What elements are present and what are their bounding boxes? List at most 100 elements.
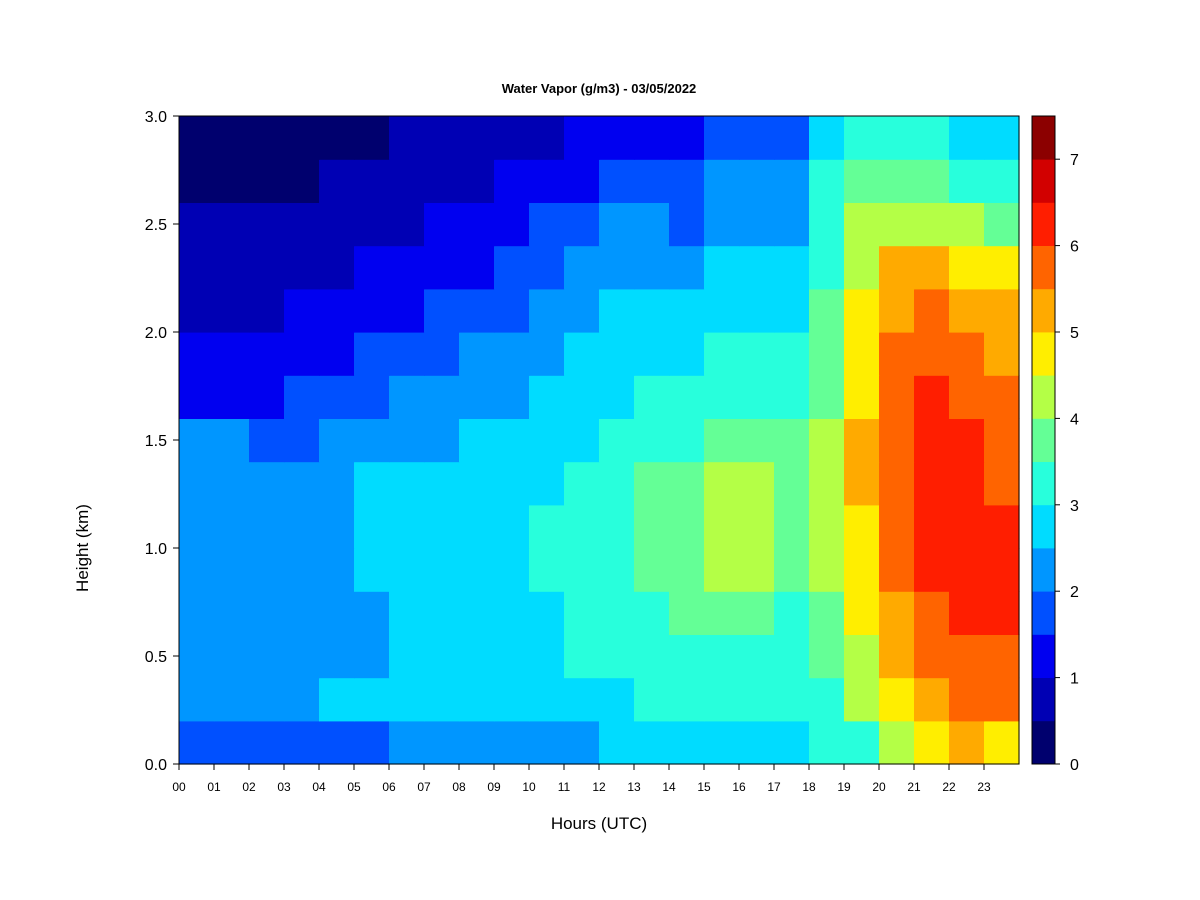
heatmap-cell — [179, 375, 215, 419]
heatmap-cell — [459, 461, 495, 506]
heatmap-cell — [389, 634, 425, 679]
heatmap-cell — [284, 418, 320, 463]
heatmap-cell — [319, 591, 355, 635]
heatmap-cell — [319, 634, 355, 679]
heatmap-cell — [809, 202, 845, 247]
heatmap-cell — [494, 548, 530, 592]
heatmap-cell — [844, 116, 880, 160]
heatmap-cell — [529, 245, 565, 290]
x-tick-label: 12 — [592, 780, 606, 794]
heatmap-cell — [529, 202, 565, 247]
x-tick-label: 23 — [977, 780, 991, 794]
heatmap-cell — [809, 288, 845, 333]
heatmap-cell — [599, 591, 635, 635]
colorbar-swatch — [1032, 375, 1055, 419]
x-tick-label: 09 — [487, 780, 501, 794]
heatmap-cell — [844, 548, 880, 592]
heatmap-cell — [179, 677, 215, 722]
heatmap-cell — [739, 504, 775, 549]
heatmap-cell — [284, 720, 320, 765]
heatmap-cell — [284, 504, 320, 549]
x-tick-label: 01 — [207, 780, 221, 794]
colorbar-swatch — [1032, 591, 1055, 635]
heatmap-cell — [844, 375, 880, 419]
heatmap-cell — [949, 591, 985, 635]
heatmap-cell — [984, 245, 1020, 290]
heatmap-cell — [319, 461, 355, 506]
heatmap-cell — [879, 634, 915, 679]
heatmap-cell — [214, 202, 250, 247]
heatmap-cell — [879, 504, 915, 549]
heatmap-cell — [809, 548, 845, 592]
heatmap-cell — [949, 418, 985, 463]
heatmap-cell — [354, 461, 390, 506]
heatmap-cell — [669, 116, 705, 160]
heatmap-cell — [599, 288, 635, 333]
heatmap-cell — [914, 245, 950, 290]
heatmap-cell — [669, 375, 705, 419]
heatmap-cell — [214, 548, 250, 592]
heatmap-cell — [179, 548, 215, 592]
heatmap-cell — [704, 245, 740, 290]
colorbar-frame — [1031, 115, 1056, 765]
heatmap-cell — [984, 202, 1020, 247]
heatmap-cell — [529, 634, 565, 679]
heatmap-cell — [984, 375, 1020, 419]
heatmap-cell — [284, 202, 320, 247]
heatmap-cell — [319, 677, 355, 722]
heatmap-cell — [669, 504, 705, 549]
heatmap-cell — [599, 461, 635, 506]
heatmap-cell — [249, 720, 285, 765]
heatmap-cell — [214, 159, 250, 203]
heatmap-cell — [949, 461, 985, 506]
heatmap-cell — [984, 504, 1020, 549]
heatmap-cell — [844, 332, 880, 376]
heatmap-cell — [844, 634, 880, 679]
heatmap-cell — [494, 591, 530, 635]
heatmap-cell — [354, 332, 390, 376]
heatmap-cell — [879, 677, 915, 722]
colorbar-tick-label: 1 — [1070, 671, 1079, 688]
heatmap-cell — [529, 375, 565, 419]
heatmap-cell — [634, 288, 670, 333]
heatmap-cell — [704, 634, 740, 679]
heatmap-cell — [389, 332, 425, 376]
heatmap-cell — [739, 548, 775, 592]
colorbar: 0 1 2 3 4 5 6 7 — [1031, 115, 1079, 774]
heatmap-cell — [179, 720, 215, 765]
x-tick-label: 16 — [732, 780, 746, 794]
heatmap-cell — [494, 418, 530, 463]
y-tick-label: 2.0 — [145, 325, 167, 342]
heatmap-cell — [354, 245, 390, 290]
heatmap-cell — [249, 634, 285, 679]
heatmap-cell — [774, 375, 810, 419]
heatmap-cell — [914, 504, 950, 549]
heatmap-cell — [354, 720, 390, 765]
heatmap-cell — [494, 116, 530, 160]
heatmap-cell — [634, 418, 670, 463]
heatmap-cell — [424, 634, 460, 679]
heatmap-cell — [809, 677, 845, 722]
heatmap-cell — [389, 418, 425, 463]
heatmap-cell — [249, 202, 285, 247]
heatmap-cell — [844, 288, 880, 333]
x-tick-label: 19 — [837, 780, 851, 794]
colorbar-tick-label: 6 — [1070, 239, 1079, 256]
heatmap-cell — [599, 375, 635, 419]
heatmap-cell — [914, 288, 950, 333]
heatmap-cell — [774, 245, 810, 290]
heatmap-cell — [774, 504, 810, 549]
heatmap-cell — [879, 375, 915, 419]
heatmap-cell — [879, 418, 915, 463]
heatmap-cell — [809, 634, 845, 679]
heatmap-cell — [879, 548, 915, 592]
heatmap-cell — [494, 677, 530, 722]
heatmap-cell — [249, 245, 285, 290]
heatmap-cell — [564, 634, 600, 679]
y-tick-label: 2.5 — [145, 217, 167, 234]
x-tick-label: 08 — [452, 780, 466, 794]
heatmap-cell — [704, 375, 740, 419]
heatmap-cell — [284, 332, 320, 376]
heatmap-cell — [284, 375, 320, 419]
heatmap-cell — [459, 288, 495, 333]
